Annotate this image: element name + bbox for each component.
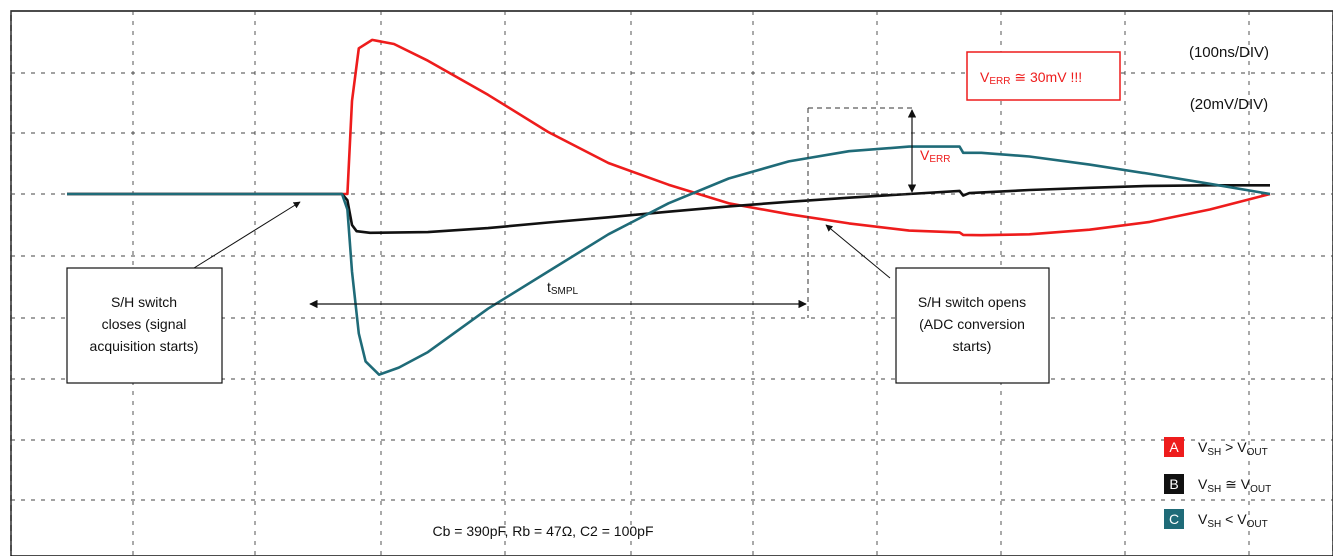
switch-opens-box <box>895 267 1050 384</box>
legend-swatch-b <box>1164 474 1184 494</box>
legend-label-a: VSH > VOUT <box>1198 439 1268 458</box>
tsmpl-letter: t <box>547 279 551 295</box>
verr-callout-box <box>966 51 1121 101</box>
time-div-label: (100ns/DIV) <box>1189 44 1269 61</box>
switch-opens-annotation: S/H switch opens (ADC conversion starts) <box>825 224 1050 384</box>
verr-callout-letter: V <box>980 69 990 85</box>
switch-opens-pointer <box>825 224 891 279</box>
legend-label-b: VSH ≅ VOUT <box>1198 476 1271 495</box>
verr-callout-text: VERR ≅ 30mV !!! <box>980 69 1082 87</box>
legend-swatch-a <box>1164 437 1184 457</box>
verr-label: VERR <box>920 147 950 165</box>
switch-closes-line-1: S/H switch <box>111 294 177 310</box>
series-line-b <box>67 184 1270 235</box>
switch-closes-pointer <box>193 201 301 269</box>
legend-swatch-c <box>1164 509 1184 529</box>
legend-key-a: A <box>1169 439 1179 455</box>
volt-div-label: (20mV/DIV) <box>1190 96 1268 113</box>
verr-guides <box>807 107 912 318</box>
legend-key-b: B <box>1169 476 1178 492</box>
tsmpl-sub: SMPL <box>551 286 579 297</box>
verr-letter: V <box>920 147 930 163</box>
switch-closes-box <box>66 267 223 384</box>
verr-callout: VERR ≅ 30mV !!! <box>966 51 1121 101</box>
switch-closes-annotation: S/H switch closes (signal acquisition st… <box>66 201 301 384</box>
switch-closes-line-3: acquisition starts) <box>90 338 199 354</box>
series-line-c <box>67 145 1271 377</box>
verr-callout-value: ≅ 30mV !!! <box>1010 69 1082 85</box>
legend-key-c: C <box>1169 511 1179 527</box>
switch-closes-line-2: closes (signal <box>102 316 187 332</box>
component-values-footer: Cb = 390pF, Rb = 47Ω, C2 = 100pF <box>433 523 654 539</box>
verr-callout-sub: ERR <box>989 76 1010 87</box>
tsmpl-label: tSMPL <box>547 279 579 297</box>
legend: A VSH > VOUT B VSH ≅ VOUT C VSH < VOUT <box>1164 437 1271 530</box>
switch-opens-line-2: (ADC conversion <box>919 316 1025 332</box>
series-group <box>67 38 1271 377</box>
series-line-a <box>67 38 1271 237</box>
legend-label-c: VSH < VOUT <box>1198 511 1268 530</box>
verr-sub: ERR <box>929 154 950 165</box>
switch-opens-line-3: starts) <box>953 338 992 354</box>
switch-opens-line-1: S/H switch opens <box>918 294 1026 310</box>
